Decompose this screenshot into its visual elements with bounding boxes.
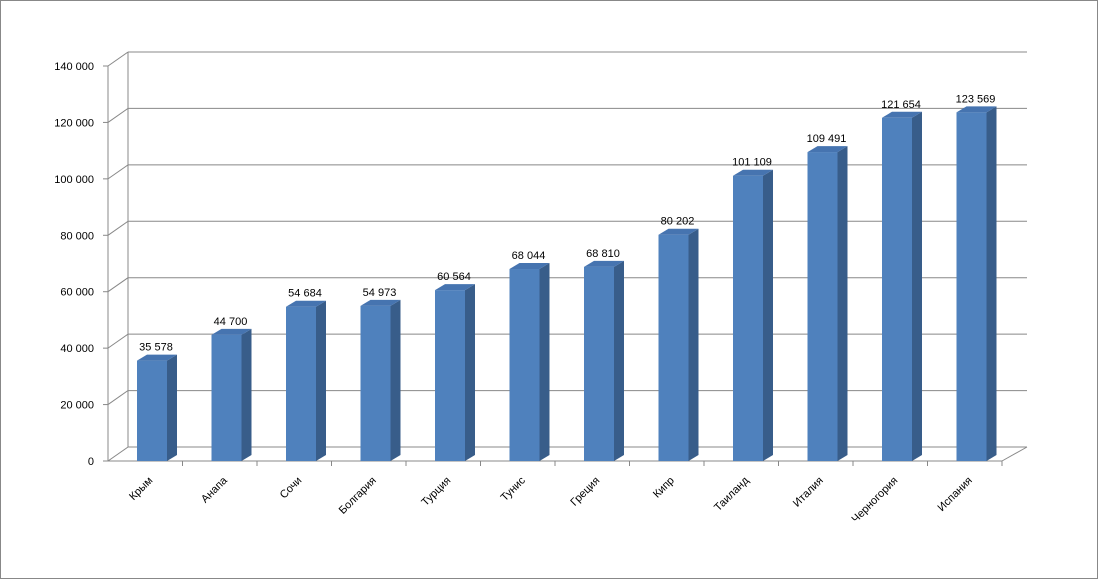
grid-line: [107, 164, 129, 180]
bar-top: [956, 106, 997, 113]
bar-side: [316, 300, 326, 461]
y-tick-label: 0: [88, 456, 94, 468]
bar-top: [211, 328, 252, 335]
y-tick-label: 60 000: [60, 287, 94, 299]
value-label: 60 564: [437, 271, 471, 283]
bar: [360, 305, 391, 461]
bar-side: [241, 328, 252, 461]
grid-line: [107, 108, 129, 123]
bar-side: [912, 111, 922, 461]
grid-line: [107, 220, 129, 236]
bar-side: [465, 284, 475, 461]
bar: [584, 266, 614, 461]
bar: [509, 269, 540, 461]
value-label: 80 202: [661, 216, 695, 228]
value-label: 109 491: [807, 133, 847, 145]
value-label: 44 700: [214, 316, 248, 328]
bar-top: [286, 300, 326, 307]
bar-side: [614, 260, 624, 461]
value-label: 54 684: [288, 288, 322, 300]
value-label: 35 578: [139, 342, 173, 354]
bar: [807, 152, 838, 461]
bar-side: [390, 299, 401, 461]
bar-top: [435, 284, 475, 291]
value-label: 54 973: [363, 287, 397, 299]
bar-top: [658, 228, 699, 235]
grid-line: [107, 446, 129, 462]
bar-side: [763, 169, 773, 461]
bar: [956, 112, 987, 462]
bar: [137, 360, 167, 461]
y-tick-label: 140 000: [54, 61, 94, 73]
bar: [733, 175, 763, 461]
bar: [211, 334, 242, 461]
bar-side: [837, 146, 848, 461]
value-label: 123 569: [956, 93, 996, 105]
bar-top: [360, 299, 401, 306]
bar-side: [539, 263, 550, 461]
floor-line: [1001, 446, 1028, 462]
bar-top: [509, 263, 550, 270]
bar-top: [584, 260, 624, 267]
bar: [658, 234, 689, 461]
grid-line: [107, 390, 129, 405]
y-tick-label: 80 000: [60, 230, 94, 242]
y-tick-label: 100 000: [54, 174, 94, 186]
value-label: 68 044: [512, 250, 546, 262]
bar-top: [807, 146, 848, 153]
bar-top: [733, 169, 773, 176]
bar-side: [688, 228, 699, 461]
bar: [435, 290, 465, 461]
y-tick-label: 40 000: [60, 343, 94, 355]
y-tick-label: 20 000: [60, 400, 94, 412]
bar: [882, 117, 912, 461]
y-tick-label: 120 000: [54, 117, 94, 129]
value-label: 121 654: [881, 99, 921, 111]
grid-line: [107, 277, 129, 293]
bar: [286, 306, 316, 461]
grid-line: [107, 333, 129, 349]
grid-line: [107, 51, 129, 67]
bar-side: [167, 354, 177, 461]
value-label: 68 810: [586, 248, 620, 260]
bar-top: [137, 354, 177, 361]
bar-side: [986, 106, 997, 462]
value-label: 101 109: [732, 157, 772, 169]
bar-top: [882, 111, 922, 118]
